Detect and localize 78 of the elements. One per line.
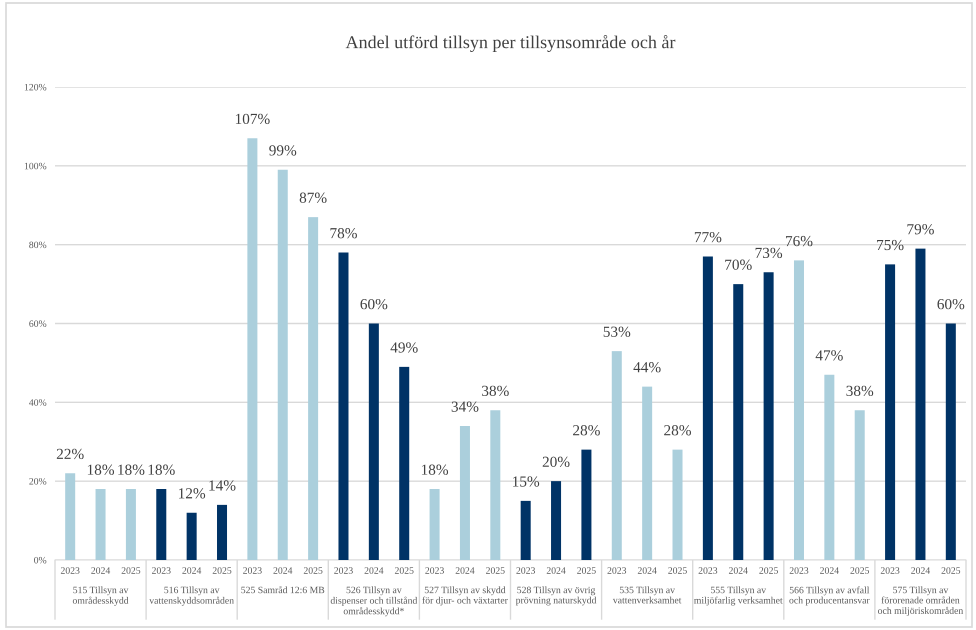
data-label: 79%: [907, 224, 934, 234]
text: 2024: [911, 567, 930, 574]
text: 2024: [91, 567, 110, 574]
text: 2024: [546, 567, 566, 574]
text: 2024: [820, 567, 839, 574]
text: 2023: [698, 567, 718, 574]
text: 2024: [638, 567, 657, 574]
y-tick-label: 100%: [24, 162, 46, 170]
y-tick-label: 60%: [29, 320, 46, 327]
chart-title: Andel utförd tillsyn per tillsynsområde och år: [346, 35, 676, 52]
y-tick-label: 20%: [29, 478, 46, 485]
data-label: 53%: [604, 326, 630, 337]
x-tick-label: 575 Tillsyn av förorenade områden och miljöriskområden: [878, 586, 964, 616]
data-label: 18%: [422, 464, 448, 475]
data-label: 73%: [756, 248, 782, 258]
text: 2025: [122, 567, 140, 574]
text: 2023: [152, 567, 171, 574]
data-label: 38%: [846, 386, 874, 396]
data-label: 107%: [236, 114, 270, 124]
y-tick-label: 120%: [24, 84, 46, 90]
data-label: 49%: [390, 342, 418, 353]
data-label: 87%: [300, 192, 327, 203]
data-label: 34%: [452, 401, 478, 412]
data-label: 77%: [694, 232, 722, 242]
y-tick-label: 0%: [34, 556, 46, 564]
text: 2025: [759, 567, 778, 574]
text: 2025: [668, 567, 687, 574]
text: 2024: [728, 567, 748, 574]
data-label: 28%: [573, 425, 600, 436]
text: 2025: [304, 567, 322, 574]
data-label: 47%: [816, 350, 843, 361]
data-label: 22%: [56, 448, 84, 460]
text: 2023: [334, 567, 353, 574]
text: 2024: [273, 567, 292, 574]
text: 2025: [486, 567, 505, 574]
series-label: 2023: [425, 567, 444, 574]
text: 2023: [516, 567, 536, 574]
text: 2023: [790, 567, 808, 574]
data-label: 15%: [513, 476, 540, 487]
data-label: 78%: [330, 228, 357, 238]
x-tick-label: 527 Tillsyn av skydd för djur- och växtarter: [422, 586, 508, 606]
x-tick-label: 525 Samråd 12:6 MB: [241, 586, 324, 594]
x-tick-label: 566 Tillsyn av avfall och producentansvar: [789, 586, 870, 606]
x-tick-label: 535 Tillsyn av vattenverksamhet: [612, 586, 682, 604]
text: 2024: [182, 567, 202, 574]
data-label: 60%: [937, 298, 964, 310]
x-tick-label: 555 Tillsyn av miljöfarlig verksamhet: [694, 586, 783, 606]
data-label: 44%: [633, 362, 661, 372]
data-label: 99%: [269, 145, 296, 156]
text: 2023: [60, 567, 80, 574]
data-label: 70%: [725, 260, 752, 270]
x-tick-label: 515 Tillsyn av områdesskydd: [72, 586, 129, 606]
text: 2025: [577, 567, 596, 574]
data-label: 76%: [786, 236, 812, 246]
x-tick-label: 526 Tillsyn av dispenser och tillstånd områdesskydd*: [330, 586, 418, 616]
data-label: 12%: [178, 488, 206, 499]
y-tick-label: 40%: [29, 399, 46, 406]
text: 2025: [212, 567, 232, 574]
text: 2024: [456, 567, 475, 574]
data-label: 60%: [360, 298, 388, 310]
data-label: 28%: [664, 425, 691, 436]
series-label: 2024: [364, 567, 384, 574]
text: 2025: [850, 567, 870, 574]
text: 2025: [942, 567, 960, 574]
text: 2023: [243, 567, 262, 574]
text: 2023: [607, 567, 626, 574]
data-label: 75%: [877, 240, 904, 250]
data-label: 18%: [88, 464, 114, 475]
data-label: 20%: [542, 456, 570, 467]
y-tick-label: 80%: [29, 242, 46, 248]
data-label: 38%: [482, 386, 509, 396]
data-label: 14%: [209, 480, 236, 491]
text: 2023: [880, 567, 900, 574]
data-label: 18%: [148, 464, 175, 475]
series-label: 2025: [394, 567, 414, 574]
x-tick-label: 528 Tillsyn av övrig prövning naturskydd: [516, 586, 596, 606]
x-tick-label: 516 Tillsyn av vattenskyddsområden: [149, 586, 234, 606]
data-label: 18%: [118, 464, 144, 475]
